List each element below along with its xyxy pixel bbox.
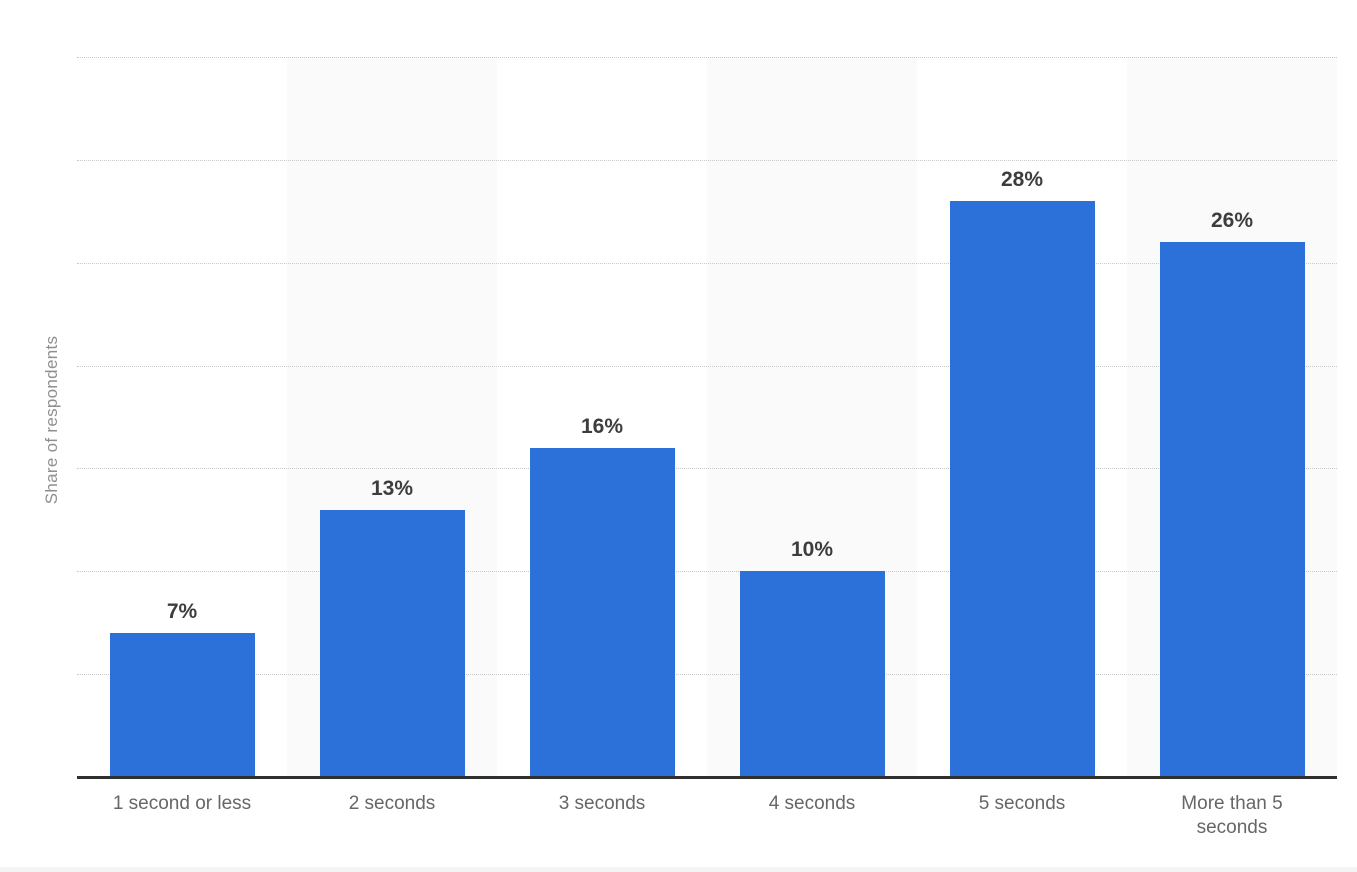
gridline	[77, 365, 1337, 367]
bar	[1159, 242, 1305, 777]
bar-value-label: 26%	[1210, 209, 1254, 233]
bar	[739, 571, 885, 777]
x-axis-tick-label: 1 second or less	[112, 793, 252, 814]
x-axis-tick-label: More than 5 seconds	[1181, 793, 1283, 838]
gridline	[77, 57, 1337, 58]
x-axis-tick-label: 3 seconds	[558, 793, 646, 814]
bar-value-label: 28%	[1000, 168, 1044, 191]
plot-area: 7% 13% 16% 10% 28% 26%	[77, 57, 1337, 777]
bar	[529, 447, 675, 777]
y-axis-title: Share of respondents	[42, 335, 61, 505]
bar	[949, 201, 1095, 777]
gridline	[77, 468, 1337, 470]
x-axis-tick-label: 2 seconds	[348, 793, 436, 814]
gridline	[77, 571, 1337, 573]
bar-value-label: 7%	[166, 600, 198, 623]
x-axis-labels: 1 second or less 2 seconds 3 seconds 4 seco…	[77, 792, 1337, 852]
bar-value-label: 10%	[790, 538, 834, 562]
bar-value-label: 16%	[580, 414, 624, 438]
bar	[109, 633, 255, 777]
gridline	[77, 674, 1337, 676]
x-axis-tick-label: 4 seconds	[768, 793, 856, 814]
x-axis-tick-label: 5 seconds	[978, 793, 1066, 814]
x-axis-line	[77, 776, 1337, 779]
bar	[319, 509, 465, 777]
card-bottom-edge	[0, 867, 1357, 872]
gridline	[77, 262, 1337, 264]
gridline	[77, 159, 1337, 161]
bar-value-label: 13%	[370, 476, 414, 500]
